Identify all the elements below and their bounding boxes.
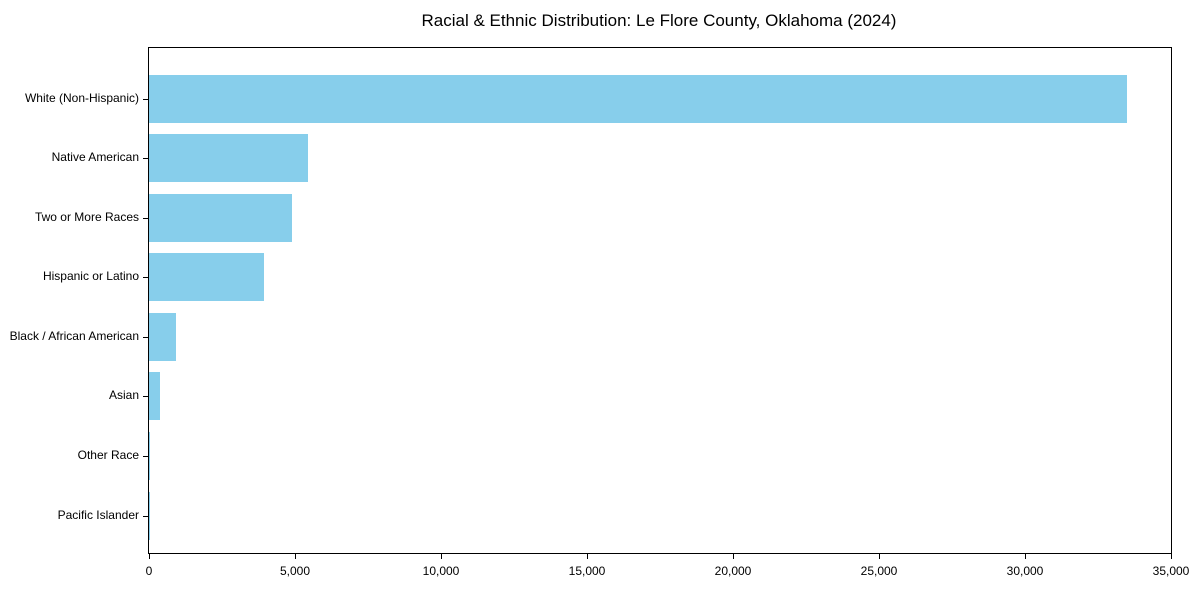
y-axis-tick [143, 455, 148, 457]
x-axis-tick [1171, 554, 1172, 559]
x-axis-label-30-000: 30,000 [1006, 564, 1044, 578]
x-axis-label-10-000: 10,000 [422, 564, 460, 578]
y-axis-tick [143, 158, 148, 160]
bar-hispanic-or-latino [149, 253, 264, 302]
bar-other-race [149, 431, 151, 480]
bar-native-american [149, 134, 309, 183]
y-axis-tick [143, 336, 148, 338]
x-axis-tick [295, 554, 296, 559]
x-axis-tick [441, 554, 442, 559]
bar-two-or-more-races [149, 193, 293, 242]
x-axis-tick [587, 554, 588, 559]
y-axis-label-other-race: Other Race [77, 447, 139, 462]
x-axis-label-20-000: 20,000 [714, 564, 752, 578]
x-axis-label-5-000: 5,000 [279, 564, 311, 578]
x-axis-label-25-000: 25,000 [860, 564, 898, 578]
y-axis-tick [143, 217, 148, 219]
y-axis-label-native-american: Native American [51, 150, 139, 165]
x-axis-tick [879, 554, 880, 559]
x-axis-label-0: 0 [145, 564, 153, 578]
bar-white-non-hispanic [149, 74, 1128, 123]
y-axis-label-hispanic-or-latino: Hispanic or Latino [42, 269, 139, 284]
chart-title: Racial & Ethnic Distribution: Le Flore C… [421, 11, 897, 30]
x-axis-tick [733, 554, 734, 559]
plot-area: 0 5,000 10,000 15,000 20,000 25,000 30,000 35,0… [143, 47, 1189, 578]
y-axis-label-white-non-hispanic: White (Non-Hispanic) [24, 90, 139, 105]
y-axis-tick [143, 277, 148, 279]
bar-black-african-american [149, 312, 176, 361]
x-axis-label-35-000: 35,000 [1152, 564, 1190, 578]
y-axis-label-pacific-islander: Pacific Islander [57, 507, 139, 522]
x-axis-tick [1025, 554, 1026, 559]
x-axis-tick [149, 554, 150, 559]
x-axis-label-15-000: 15,000 [568, 564, 606, 578]
y-axis-tick [143, 515, 148, 517]
y-axis-tick [143, 396, 148, 398]
bar-asian [149, 372, 161, 421]
y-axis-label-two-or-more-races: Two or More Races [34, 209, 139, 224]
bar-pacific-islander [149, 491, 150, 540]
y-axis-label-asian: Asian [108, 388, 139, 403]
y-axis-label-black-african-american: Black / African American [9, 328, 139, 343]
y-axis-tick [143, 98, 148, 100]
